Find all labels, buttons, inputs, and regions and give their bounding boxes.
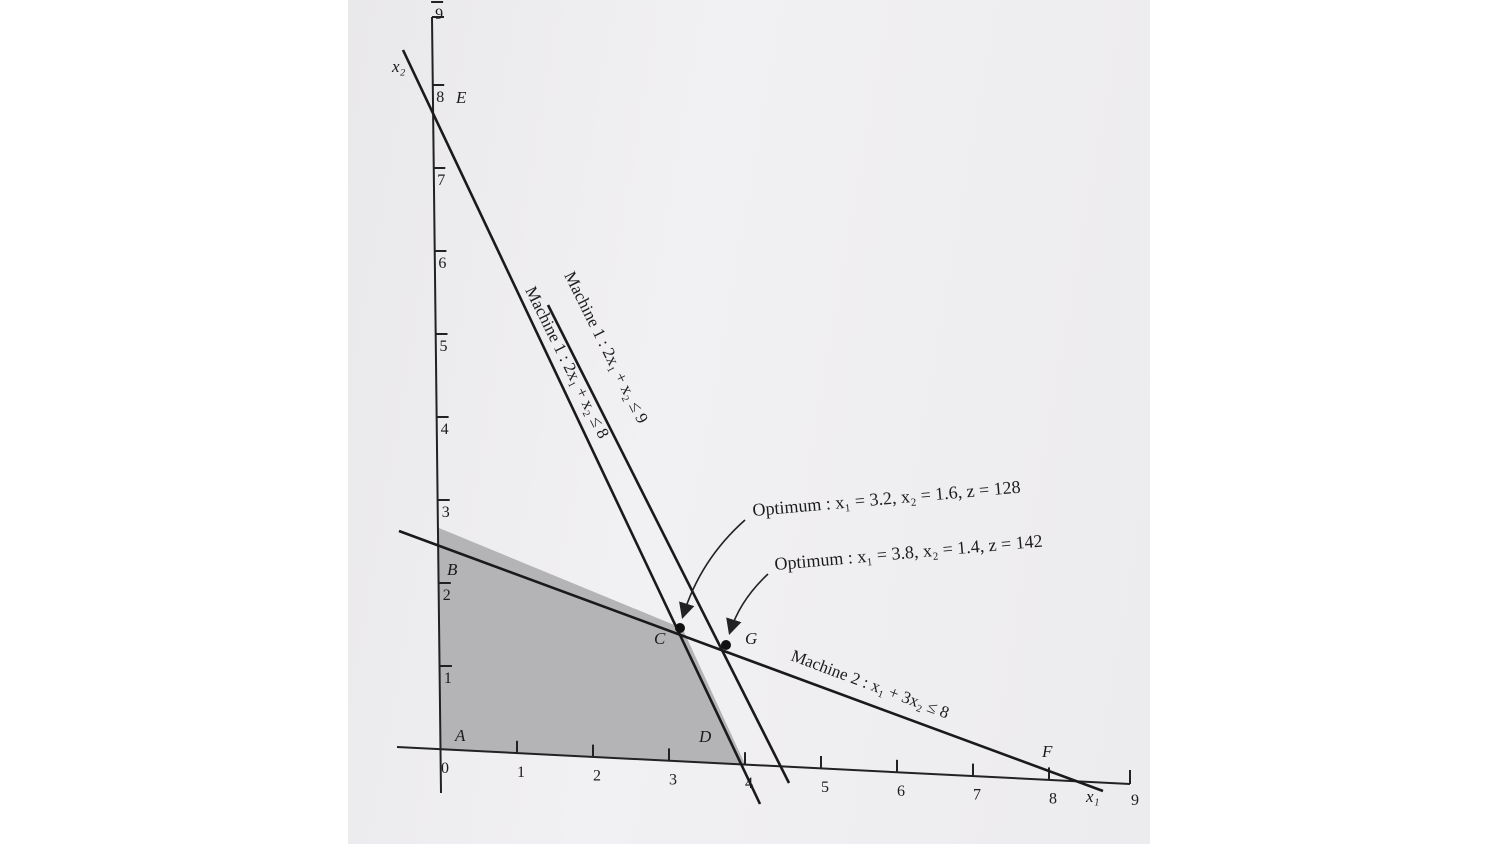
optimum-annotation-g: Optimum : x₁ = 3.8, x₂ = 1.4, z = 142 [774, 531, 1044, 574]
point-label-c: C [654, 629, 666, 648]
y-tick-label: 9 [435, 6, 443, 23]
x-tick-label: 3 [669, 771, 677, 788]
optimum-annotation-c: Optimum : x₁ = 3.2, x₂ = 1.6, z = 128 [752, 477, 1022, 520]
constraint-line-machine1-8 [401, 49, 762, 805]
point-label-f: F [1041, 742, 1053, 761]
constraint-line-machine2 [398, 529, 1104, 793]
point-label-e: E [455, 88, 467, 107]
y-tick-label: 6 [438, 255, 446, 272]
point-label-a: A [454, 726, 466, 745]
constraint-label-machine1-8: Machine 1 : 2x₁ + x₂ ≤ 8 [521, 283, 613, 441]
x-tick-label: 6 [897, 783, 905, 800]
y-axis-name: x₂ [391, 57, 406, 76]
feasible-region [438, 527, 745, 765]
point-g-dot [721, 640, 731, 650]
y-tick-label: 5 [440, 338, 448, 355]
annotation-arrow-c [679, 519, 746, 620]
constraint-label-machine1-9: Machine 1 : 2x₁ + x₂ ≤ 9 [560, 268, 652, 426]
y-tick-label: 3 [442, 504, 450, 521]
y-tick-label: 7 [437, 172, 445, 189]
y-tick-label: 2 [443, 587, 451, 604]
x-tick-label: 9 [1131, 792, 1139, 809]
point-label-d: D [698, 727, 712, 746]
x-axis-name: x₁ [1085, 787, 1099, 806]
x-tick-label: 1 [517, 764, 525, 781]
y-axis-ticks: 1 2 3 4 5 6 7 8 9 [431, 1, 452, 687]
x-tick-label: 7 [973, 787, 981, 804]
x-axis-line [396, 746, 1131, 785]
x-tick-label: 8 [1049, 790, 1057, 807]
point-label-b: B [447, 560, 458, 579]
point-c-dot [675, 623, 685, 633]
y-tick-label: 4 [441, 421, 449, 438]
x-tick-label: 5 [821, 779, 829, 796]
point-label-g: G [745, 629, 757, 648]
annotation-arrow-g [726, 573, 769, 636]
x-tick-label: 2 [593, 768, 601, 785]
constraint-line-machine1-9 [546, 304, 791, 784]
y-axis-line [431, 16, 442, 794]
x-tick-label: 0 [441, 760, 449, 777]
y-tick-label: 8 [436, 89, 444, 106]
y-tick-label: 1 [444, 670, 452, 687]
